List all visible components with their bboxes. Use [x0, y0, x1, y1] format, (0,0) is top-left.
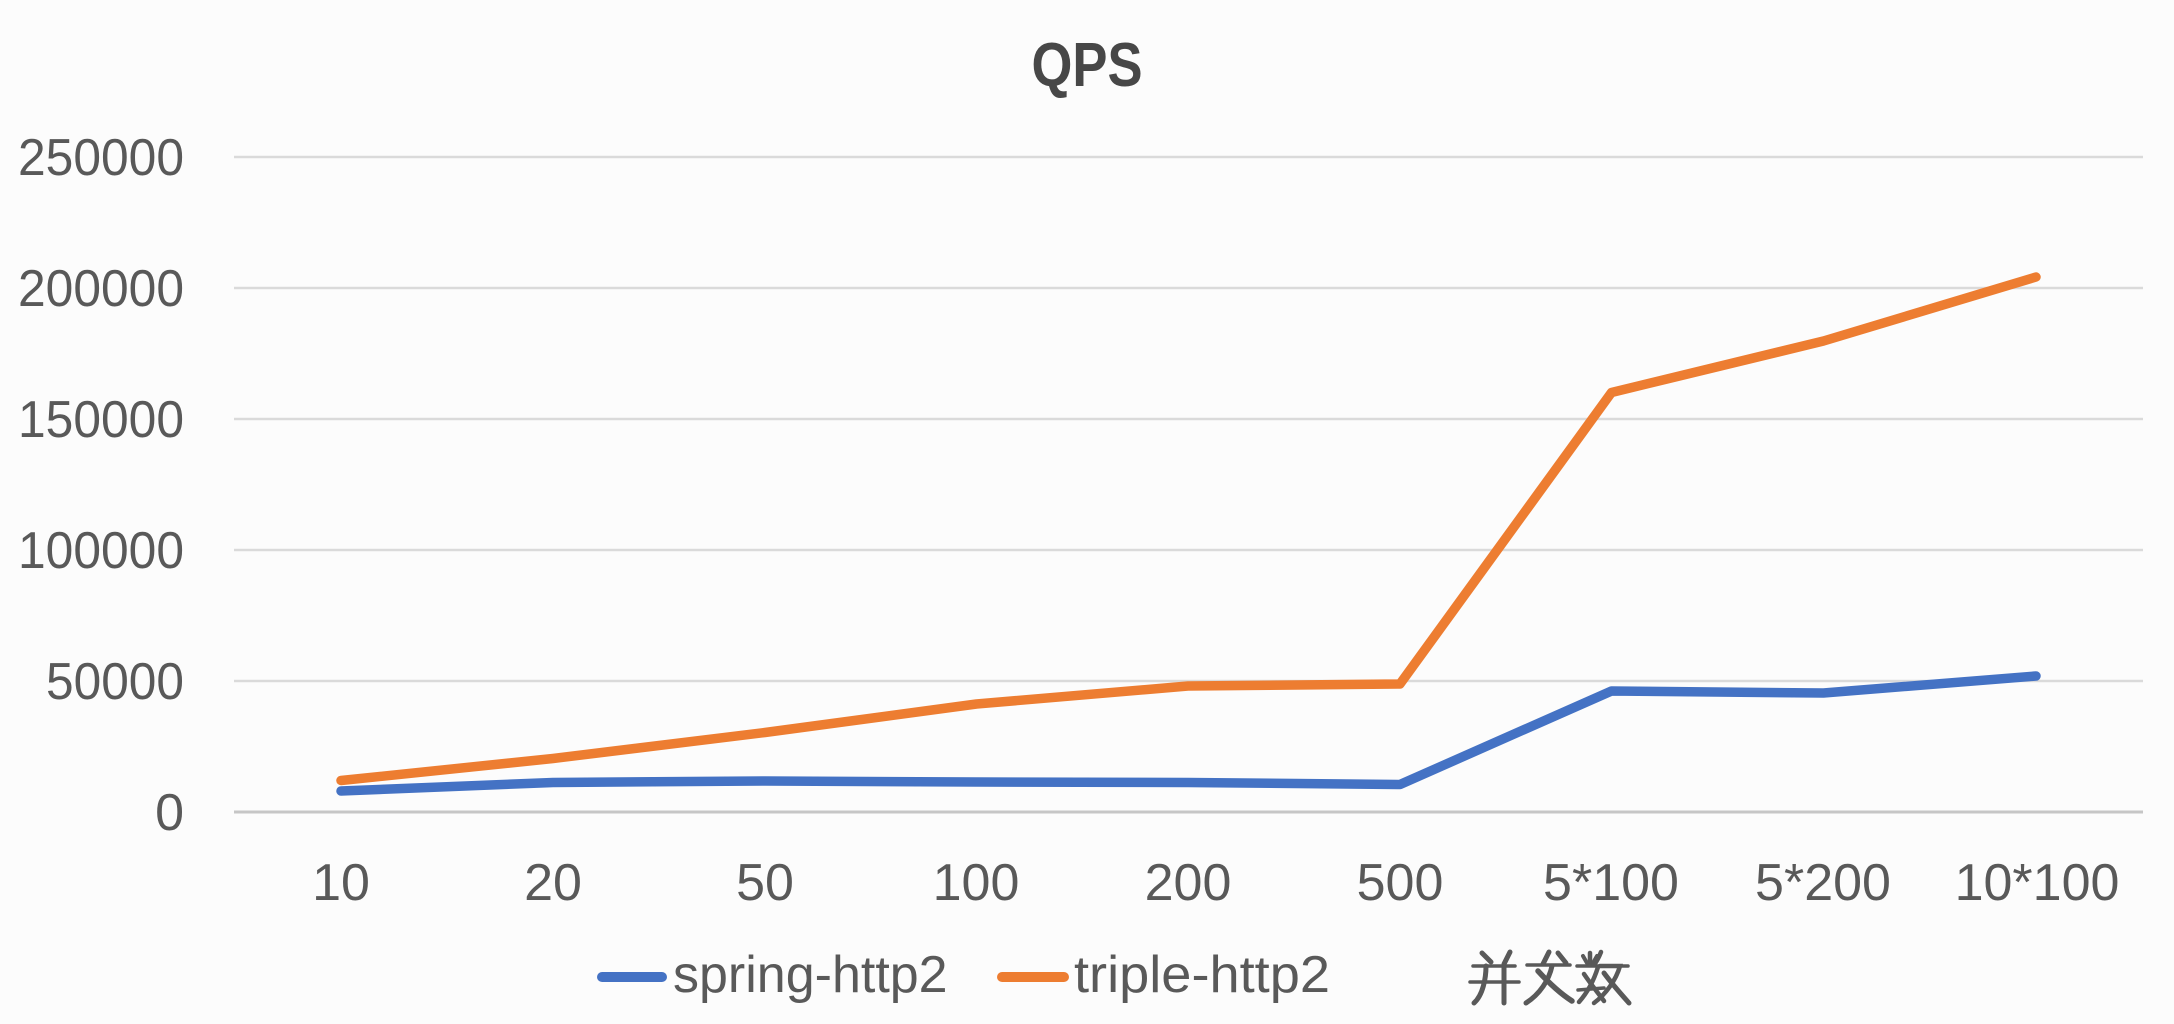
svg-text:0: 0	[155, 784, 184, 842]
svg-text:100000: 100000	[18, 522, 184, 580]
svg-text:500: 500	[1357, 854, 1444, 912]
svg-text:10*100: 10*100	[1955, 854, 2120, 912]
svg-text:100: 100	[933, 854, 1020, 912]
svg-text:50000: 50000	[46, 653, 184, 711]
svg-text:QPS: QPS	[1032, 31, 1143, 100]
svg-text:10: 10	[312, 854, 370, 912]
svg-text:200: 200	[1145, 854, 1232, 912]
svg-text:150000: 150000	[18, 391, 184, 449]
svg-text:5*200: 5*200	[1755, 854, 1891, 912]
svg-text:250000: 250000	[18, 129, 184, 187]
svg-text:50: 50	[736, 854, 794, 912]
svg-text:5*100: 5*100	[1543, 854, 1679, 912]
svg-text:triple-http2: triple-http2	[1074, 946, 1330, 1004]
svg-text:20: 20	[524, 854, 582, 912]
svg-text:spring-http2: spring-http2	[673, 946, 948, 1004]
svg-text:200000: 200000	[18, 260, 184, 318]
